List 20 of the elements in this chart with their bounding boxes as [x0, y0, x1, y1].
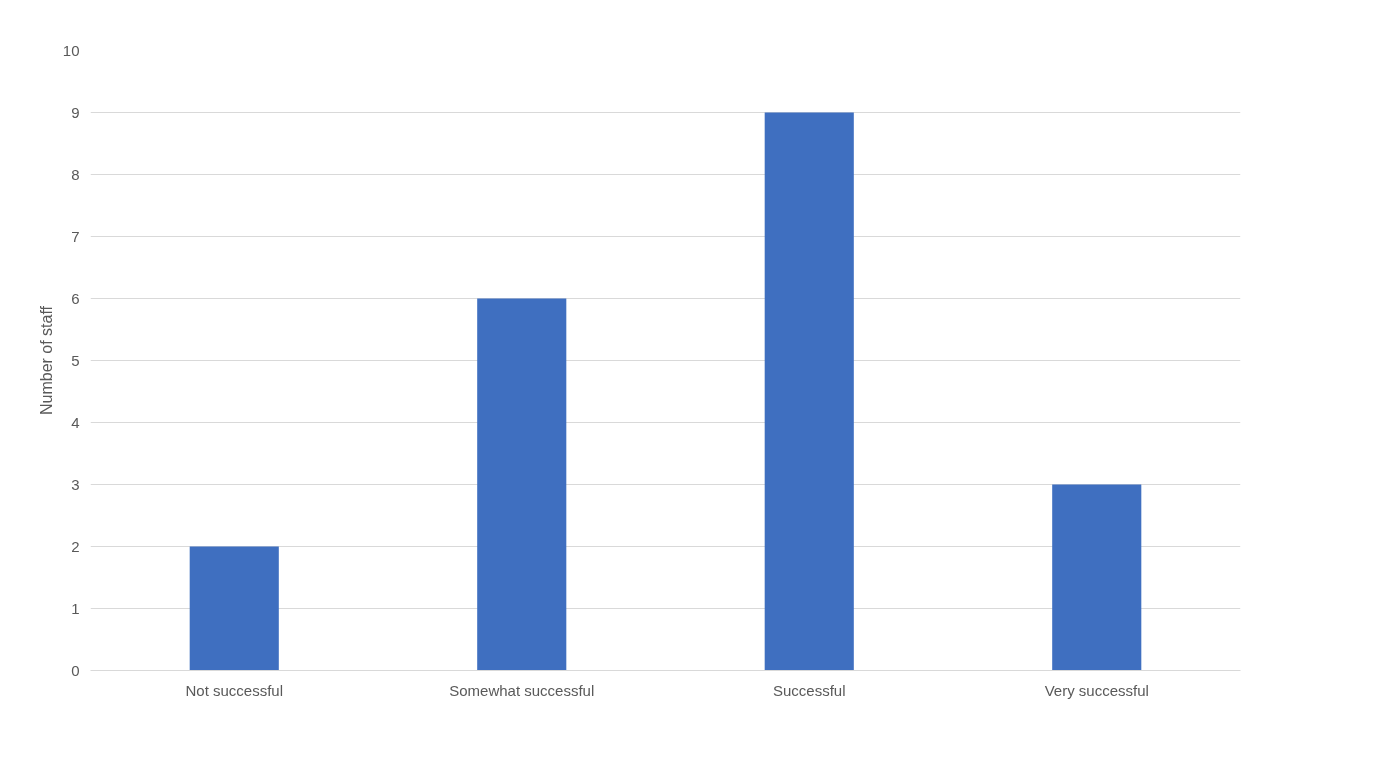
y-tick-label: 6 [71, 289, 80, 307]
x-tick-label: Somewhat successful [449, 681, 595, 699]
y-axis-title: Number of staff [37, 305, 55, 416]
x-tick-label: Not successful [185, 681, 284, 699]
y-tick-label: 1 [71, 599, 80, 617]
y-tick-label: 3 [71, 475, 80, 493]
x-tick-label: Successful [772, 681, 846, 699]
y-tick-label: 0 [71, 661, 80, 679]
y-tick-label: 8 [71, 165, 80, 183]
bar [764, 112, 854, 671]
bar [1052, 484, 1142, 671]
bar [477, 298, 567, 671]
x-tick-label: Very successful [1044, 681, 1149, 699]
y-tick-label: 10 [62, 41, 80, 59]
y-tick-label: 5 [71, 351, 80, 369]
bar [189, 546, 279, 671]
y-tick-label: 2 [71, 537, 80, 555]
y-tick-label: 4 [71, 413, 80, 431]
y-tick-label: 9 [71, 103, 80, 121]
y-tick-label: 7 [71, 227, 80, 245]
